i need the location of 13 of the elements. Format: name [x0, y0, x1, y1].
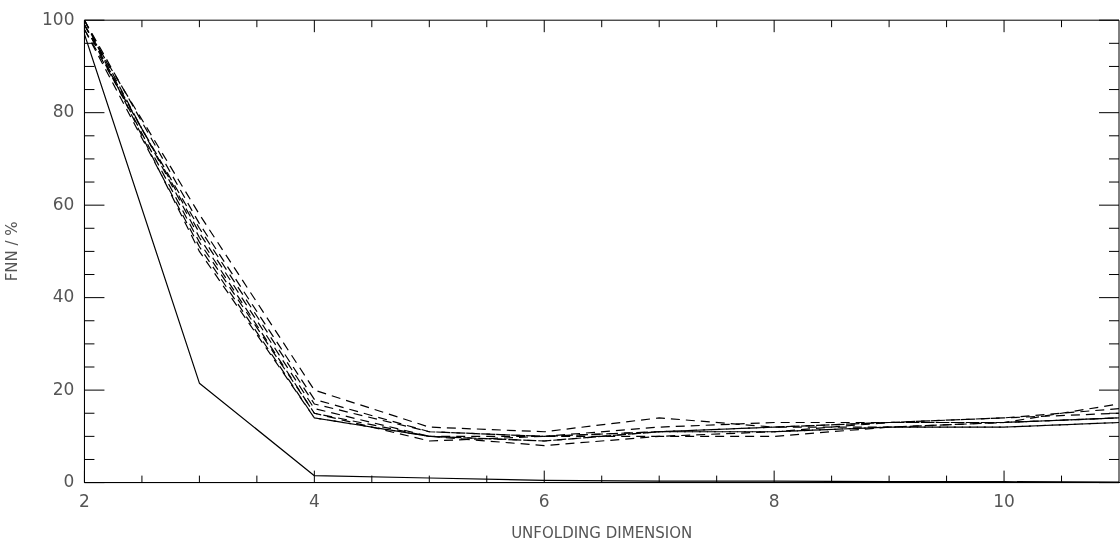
x-tick-label: 2: [79, 491, 90, 512]
y-axis-title: FNN / %: [2, 221, 21, 282]
y-tick-label: 80: [52, 101, 75, 122]
x-tick-label: 10: [993, 491, 1015, 512]
y-tick-label: 100: [41, 8, 75, 29]
y-tick-label: 40: [52, 286, 75, 307]
x-axis-title: UNFOLDING DIMENSION: [511, 523, 693, 542]
x-tick-label: 8: [768, 491, 780, 512]
x-tick-label: 4: [308, 491, 320, 512]
x-tick-label: 6: [538, 491, 550, 512]
y-tick-label: 20: [52, 378, 75, 399]
y-tick-label: 0: [63, 471, 75, 492]
y-tick-label: 60: [52, 193, 75, 214]
